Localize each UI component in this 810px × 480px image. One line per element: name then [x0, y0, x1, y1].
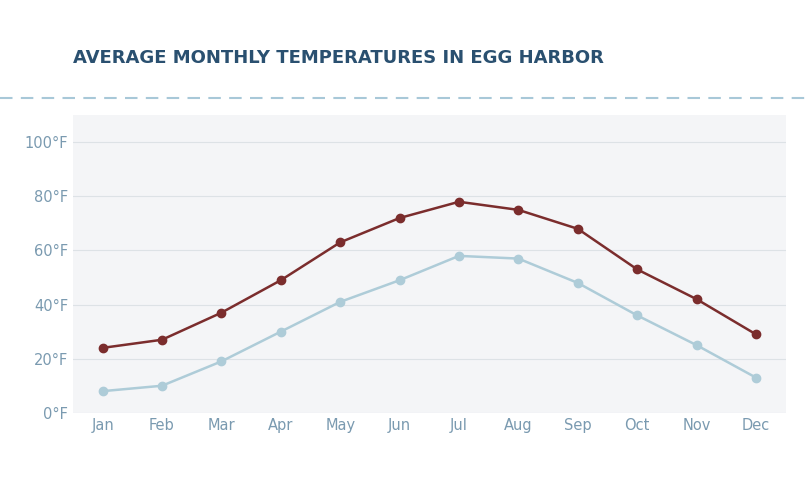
Text: AVERAGE MONTHLY TEMPERATURES IN EGG HARBOR: AVERAGE MONTHLY TEMPERATURES IN EGG HARB…: [73, 48, 603, 67]
